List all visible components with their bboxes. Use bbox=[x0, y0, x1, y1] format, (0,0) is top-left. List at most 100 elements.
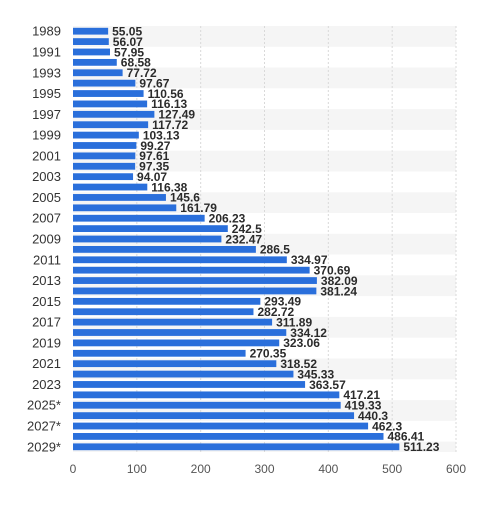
bar bbox=[73, 131, 139, 139]
x-tick-label: 200 bbox=[191, 462, 211, 476]
bar bbox=[73, 443, 400, 451]
data-label: 117.72 bbox=[152, 118, 188, 132]
y-tick-label: 1989 bbox=[32, 24, 61, 39]
data-label: 381.24 bbox=[320, 284, 357, 298]
bar bbox=[73, 256, 287, 264]
bars bbox=[73, 27, 400, 451]
data-label: 97.67 bbox=[139, 76, 169, 90]
bar bbox=[73, 90, 144, 97]
bar bbox=[73, 370, 294, 378]
y-tick-label: 2009 bbox=[32, 232, 61, 247]
y-tick-label: 2019 bbox=[32, 335, 61, 350]
bar bbox=[73, 142, 137, 149]
bar bbox=[73, 318, 273, 326]
y-tick-label: 2017 bbox=[32, 315, 61, 330]
x-tick-label: 0 bbox=[70, 462, 77, 476]
bar bbox=[73, 38, 109, 45]
data-label: 419.33 bbox=[345, 399, 382, 413]
data-label: 282.72 bbox=[257, 305, 294, 319]
y-tick-label: 1991 bbox=[32, 44, 61, 59]
bar bbox=[73, 48, 110, 56]
x-tick-label: 400 bbox=[318, 462, 338, 476]
y-tick-label: 2015 bbox=[32, 294, 61, 309]
data-label: 97.61 bbox=[139, 149, 169, 163]
bar bbox=[73, 349, 246, 357]
y-tick-label: 2005 bbox=[32, 190, 61, 205]
data-label: 103.13 bbox=[143, 128, 180, 142]
data-label: 286.5 bbox=[260, 243, 290, 257]
y-tick-label: 2001 bbox=[32, 148, 61, 163]
bar bbox=[73, 58, 117, 66]
data-label: 323.06 bbox=[283, 336, 320, 350]
bar bbox=[73, 162, 136, 170]
bar bbox=[73, 235, 222, 243]
y-tick-label: 2025* bbox=[27, 398, 61, 413]
bar bbox=[73, 391, 340, 399]
y-tick-label: 2013 bbox=[32, 273, 61, 288]
data-label: 345.33 bbox=[297, 367, 334, 381]
bar bbox=[73, 79, 136, 87]
bar bbox=[73, 308, 254, 316]
y-tick-label: 1999 bbox=[32, 128, 61, 143]
y-tick-label: 2011 bbox=[33, 252, 61, 267]
data-label: 232.47 bbox=[225, 232, 262, 246]
x-tick-label: 100 bbox=[127, 462, 147, 476]
data-label: 311.89 bbox=[276, 315, 312, 329]
y-tick-label: 2003 bbox=[32, 169, 61, 184]
bar bbox=[73, 69, 123, 77]
data-label: 334.12 bbox=[290, 326, 327, 340]
bar bbox=[73, 183, 148, 191]
data-label: 293.49 bbox=[264, 295, 301, 309]
bar bbox=[73, 360, 277, 368]
data-labels: 55.0556.0757.9568.5877.7297.67110.56116.… bbox=[112, 24, 440, 454]
data-label: 97.35 bbox=[139, 160, 169, 174]
data-label: 334.97 bbox=[291, 253, 328, 267]
data-label: 110.56 bbox=[148, 87, 184, 101]
bar bbox=[73, 329, 287, 336]
data-label: 161.79 bbox=[180, 201, 217, 215]
bar bbox=[73, 433, 384, 440]
data-label: 318.52 bbox=[280, 357, 317, 371]
x-tick-label: 300 bbox=[254, 462, 274, 476]
bar bbox=[73, 204, 177, 212]
data-label: 68.58 bbox=[121, 56, 151, 70]
y-tick-label: 2021 bbox=[32, 356, 61, 371]
data-label: 242.5 bbox=[232, 222, 262, 236]
bar bbox=[73, 27, 109, 35]
bar bbox=[73, 277, 317, 284]
y-tick-label: 1993 bbox=[32, 65, 61, 80]
data-label: 462.3 bbox=[372, 419, 402, 433]
bar bbox=[73, 422, 369, 430]
bar bbox=[73, 381, 306, 388]
data-label: 55.05 bbox=[112, 24, 142, 38]
y-tick-label: 2027* bbox=[27, 419, 61, 434]
data-label: 440.3 bbox=[358, 409, 388, 423]
row-band bbox=[73, 150, 456, 172]
bar bbox=[73, 339, 280, 347]
y-tick-label: 1997 bbox=[32, 107, 61, 122]
y-tick-label: 1995 bbox=[32, 86, 61, 101]
data-label: 363.57 bbox=[309, 378, 346, 392]
data-label: 94.07 bbox=[137, 170, 167, 184]
bar bbox=[73, 245, 256, 253]
bar bbox=[73, 401, 341, 409]
bar bbox=[73, 121, 149, 129]
data-label: 511.23 bbox=[403, 440, 439, 454]
y-tick-label: 2023 bbox=[32, 377, 61, 392]
data-label: 127.49 bbox=[158, 108, 195, 122]
bar bbox=[73, 287, 317, 295]
data-label: 99.27 bbox=[140, 139, 170, 153]
x-axis-labels: 0 100 200 300 400 500 600 bbox=[70, 462, 467, 476]
data-label: 56.07 bbox=[113, 35, 143, 49]
bar bbox=[73, 412, 355, 420]
y-axis-labels: 1989 1991 1993 1995 1997 1999 2001 2003 2005 2007… bbox=[27, 24, 61, 455]
bar bbox=[73, 173, 134, 181]
data-label: 57.95 bbox=[114, 45, 144, 59]
bar bbox=[73, 266, 310, 274]
bar bbox=[73, 194, 166, 201]
bar bbox=[73, 297, 261, 305]
data-label: 206.23 bbox=[209, 212, 246, 226]
row-band bbox=[73, 26, 456, 47]
